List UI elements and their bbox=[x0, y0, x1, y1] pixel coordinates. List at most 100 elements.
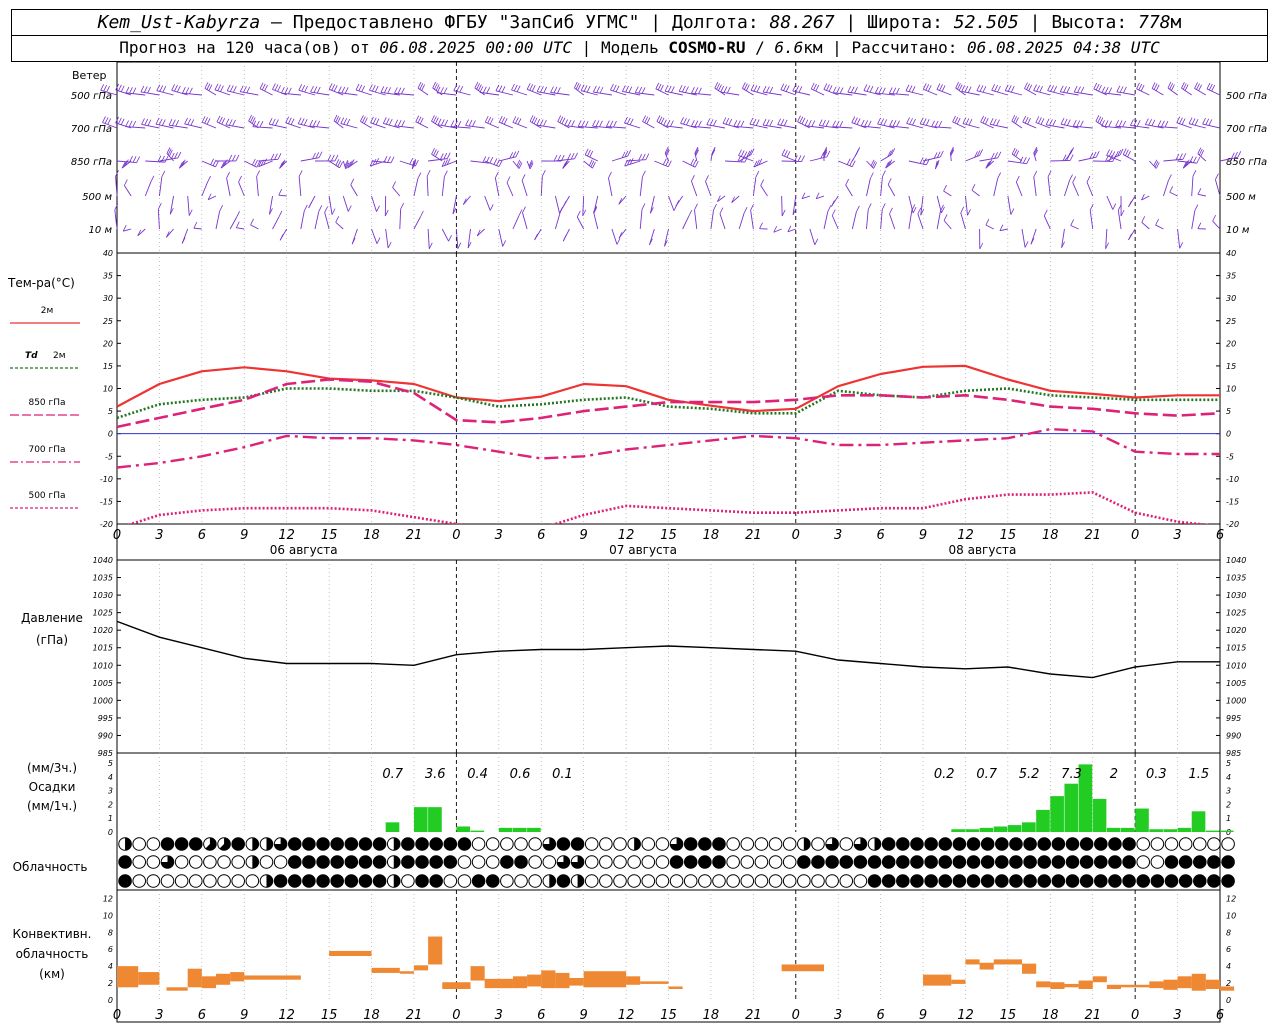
wind-barb-feather bbox=[711, 146, 716, 154]
temp-tick-label-right: -20 bbox=[1226, 520, 1239, 529]
wind-barb-feather bbox=[986, 160, 991, 168]
wind-barb-feather bbox=[760, 179, 765, 186]
cloud-symbol bbox=[358, 855, 373, 869]
wind-barb-feather bbox=[124, 159, 129, 166]
cloud-symbol bbox=[938, 837, 953, 851]
wind-barb-feather bbox=[392, 181, 396, 188]
wind-barb-feather bbox=[297, 117, 302, 124]
conv-cloud-bar bbox=[993, 959, 1023, 965]
wind-barb-feather bbox=[225, 118, 230, 126]
wind-barb-feather bbox=[638, 86, 643, 94]
cloud-symbol bbox=[952, 837, 967, 851]
wind-barb-feather bbox=[892, 120, 897, 127]
wind-barb-feather bbox=[1068, 149, 1072, 157]
cloud-symbol bbox=[881, 855, 896, 869]
wind-barb bbox=[215, 211, 221, 230]
wind-barb-feather bbox=[394, 119, 399, 127]
cloud-symbol bbox=[118, 874, 132, 888]
wind-barb bbox=[479, 91, 499, 96]
wind-barb bbox=[240, 91, 259, 96]
pres-tick-label: 1010 bbox=[93, 661, 113, 670]
wind-barb-feather bbox=[743, 151, 748, 158]
cloud-symbol bbox=[570, 837, 585, 851]
wind-barb-feather bbox=[1194, 204, 1199, 211]
wind-barb-feather bbox=[201, 116, 206, 123]
cloud-symbol bbox=[1136, 837, 1151, 851]
wind-barb bbox=[1182, 160, 1193, 169]
wind-barb bbox=[593, 91, 613, 96]
wind-barb-feather bbox=[570, 152, 575, 160]
wind-barb bbox=[668, 195, 675, 211]
wind-barb bbox=[178, 160, 188, 169]
wind-barb bbox=[971, 189, 980, 197]
wind-barb-feather bbox=[290, 118, 295, 125]
wind-barb-feather bbox=[394, 87, 398, 94]
wind-barb bbox=[943, 220, 952, 230]
wind-barb-feather bbox=[950, 146, 954, 154]
wind-barb-feather bbox=[279, 162, 283, 169]
wind-barb bbox=[1145, 124, 1164, 129]
wind-barb-feather bbox=[219, 205, 224, 212]
conv-cloud-bar bbox=[583, 971, 627, 988]
wind-barb-feather bbox=[161, 170, 166, 178]
wind-barb-feather bbox=[275, 119, 279, 126]
latitude-value: 52.505 bbox=[953, 12, 1019, 33]
cloud-symbol bbox=[853, 855, 868, 869]
wind-barb-feather bbox=[1035, 116, 1040, 123]
cloud-symbol bbox=[1221, 874, 1235, 888]
cloud-symbol-fill bbox=[549, 874, 556, 888]
computed-time: 06.08.2025 04:38 UTC bbox=[967, 38, 1160, 57]
wind-barb-feather bbox=[417, 116, 422, 124]
wind-barb-feather bbox=[1061, 241, 1065, 248]
wind-barb-feather bbox=[426, 169, 431, 177]
wind-barb-feather bbox=[616, 238, 621, 245]
wind-barb-feather bbox=[909, 118, 913, 125]
cloud-symbol bbox=[740, 874, 755, 888]
wind-barb-feather bbox=[869, 172, 874, 179]
wind-barb bbox=[851, 211, 857, 230]
wind-barb bbox=[1086, 181, 1094, 197]
wind-barb-feather bbox=[459, 86, 464, 93]
wind-barb-feather bbox=[387, 156, 391, 163]
cloud-symbol bbox=[698, 874, 712, 888]
wind-barb-feather bbox=[1038, 117, 1042, 124]
cloud-symbol bbox=[768, 874, 783, 888]
temp-tick-label-right: -10 bbox=[1226, 475, 1239, 484]
cloud-symbol bbox=[1065, 855, 1080, 869]
wind-barb-feather bbox=[372, 158, 377, 166]
wind-barb-feather bbox=[443, 87, 448, 94]
temp-tick-label-right: 15 bbox=[1226, 362, 1236, 371]
wind-barb bbox=[985, 224, 994, 230]
wind-barb-feather bbox=[1033, 146, 1038, 154]
wind-barb-feather bbox=[316, 120, 321, 127]
cloud-symbol bbox=[1207, 855, 1221, 869]
wind-barb-feather bbox=[1019, 156, 1024, 163]
conv-cloud-bar bbox=[1064, 983, 1079, 988]
cloud-symbol bbox=[372, 837, 387, 851]
wind-barb-feather bbox=[1136, 120, 1141, 127]
wind-barb-feather bbox=[328, 83, 333, 90]
cloud-symbol bbox=[273, 874, 288, 888]
wind-barb-feather bbox=[1127, 150, 1131, 158]
wind-barb-feather bbox=[222, 160, 227, 168]
conv-cloud-bar bbox=[1121, 984, 1150, 988]
wind-barb-feather bbox=[748, 149, 753, 156]
wind-barb bbox=[1130, 124, 1150, 129]
pres-tick-label-right: 1010 bbox=[1226, 661, 1246, 670]
wind-barb bbox=[279, 160, 288, 169]
wind-barb bbox=[123, 228, 132, 232]
cloud-symbol bbox=[655, 837, 670, 851]
prec-tick-label-right: 4 bbox=[1226, 773, 1231, 782]
wind-barb-feather bbox=[259, 82, 264, 89]
wind-barb-feather bbox=[1095, 151, 1100, 158]
wind-barb-feather bbox=[1151, 119, 1156, 126]
wind-barb-feather bbox=[542, 170, 546, 177]
wind-barb-feather bbox=[826, 150, 831, 157]
wind-barb-feather bbox=[169, 208, 174, 215]
cloud-symbol bbox=[174, 855, 189, 869]
wind-barb-feather bbox=[337, 160, 342, 167]
conv-tick-label: 0 bbox=[108, 996, 113, 1005]
cloud-symbol bbox=[485, 855, 500, 869]
wind-barb-feather bbox=[331, 154, 335, 162]
